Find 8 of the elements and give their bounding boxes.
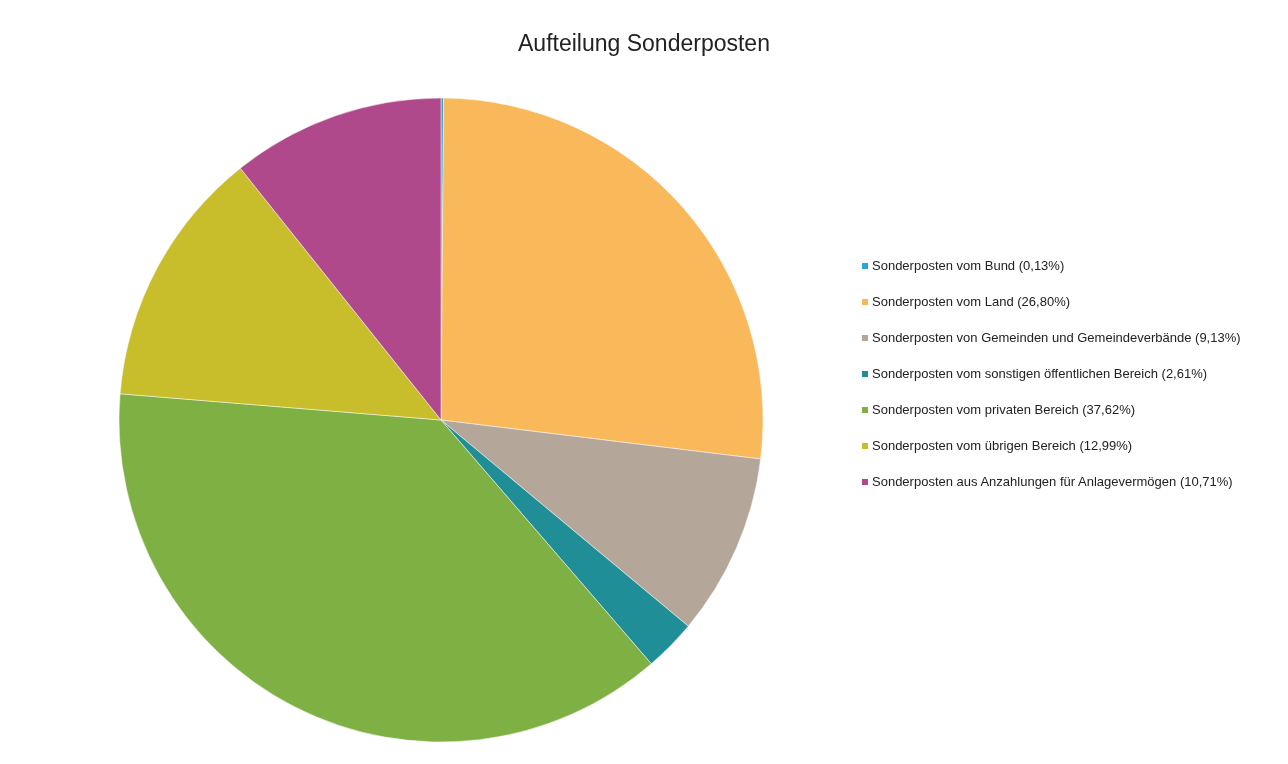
- legend-label: Sonderposten vom Bund (0,13%): [872, 258, 1065, 273]
- chart-title: Aufteilung Sonderposten: [517, 30, 771, 57]
- legend-label: Sonderposten von Gemeinden und Gemeindeverbände (9,13%): [872, 330, 1241, 345]
- legend-label: Sonderposten vom privaten Bereich (37,62%): [872, 402, 1136, 417]
- legend-label: Sonderposten aus Anzahlungen für Anlagevermögen (10,71%): [872, 474, 1233, 489]
- legend-label: Sonderposten vom übrigen Bereich (12,99%): [872, 438, 1133, 453]
- legend-label: Sonderposten vom sonstigen öffentlichen Bereich (2,61%): [872, 366, 1208, 381]
- legend-label: Sonderposten vom Land (26,80%): [872, 294, 1071, 309]
